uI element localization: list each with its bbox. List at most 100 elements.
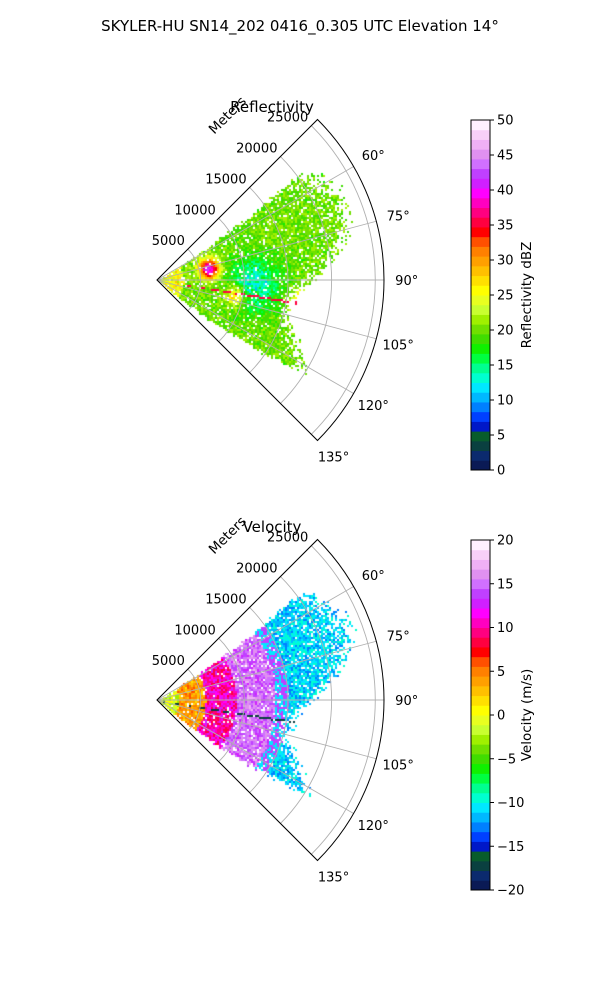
azimuth-tick-label: 120°: [358, 819, 389, 834]
panel-title: Velocity: [243, 518, 302, 536]
range-tick-label: 25000: [267, 531, 308, 546]
colorbar-segment: [471, 217, 490, 228]
azimuth-tick-label: 135°: [318, 871, 349, 886]
colorbar-tick-label: 10: [497, 621, 514, 636]
colorbar-segment: [471, 851, 490, 862]
figure-title: SKYLER-HU SN14_202 0416_0.305 UTC Elevat…: [101, 17, 499, 36]
colorbar-tick-label: 40: [497, 184, 514, 199]
colorbar-segment: [471, 460, 490, 471]
colorbar-tick-label: 20: [497, 534, 514, 549]
colorbar-segment: [471, 598, 490, 609]
colorbar-segment: [471, 715, 490, 726]
azimuth-tick-label: 135°: [318, 451, 349, 466]
colorbar-segment: [471, 275, 490, 286]
colorbar-segment: [471, 559, 490, 570]
azimuth-spoke: [156, 699, 354, 814]
reflectivity-panel: 5000 10000 15000 20000 25000 60° 75° 90° 105° 120…: [152, 51, 600, 509]
colorbar-segment: [471, 627, 490, 638]
colorbar-segment: [471, 392, 490, 403]
azimuth-tick-label: 60°: [362, 569, 385, 584]
colorbar-segment: [471, 676, 490, 687]
colorbar-segment: [471, 236, 490, 247]
colorbar-segment: [471, 440, 490, 452]
azimuth-spoke: [156, 699, 377, 760]
range-tick-label: 5000: [152, 234, 185, 249]
colorbar-tick-label: −15: [497, 840, 524, 855]
colorbar-tick-label: 15: [497, 577, 514, 592]
azimuth-spoke: [156, 220, 377, 281]
colorbar-segment: [471, 178, 490, 189]
azimuth-tick-label: 120°: [358, 399, 389, 414]
azimuth-spoke: [156, 586, 354, 701]
colorbar-tick-label: −5: [497, 752, 516, 767]
colorbar-segment: [471, 226, 490, 238]
colorbar-segment: [471, 168, 490, 179]
range-tick-label: 15000: [205, 172, 246, 187]
colorbar-segment: [471, 158, 490, 170]
colorbar-segment: [471, 763, 490, 774]
colorbar-segment: [471, 860, 490, 872]
azimuth-tick-label: 75°: [387, 629, 410, 644]
colorbar-segment: [471, 783, 490, 794]
colorbar-tick-label: 15: [497, 359, 514, 374]
range-tick-label: 15000: [205, 592, 246, 607]
velocity-panel: 5000 10000 15000 20000 25000 60° 75° 90° 105° 120…: [152, 471, 600, 929]
colorbar-segment: [471, 382, 490, 393]
azimuth-spoke: [156, 279, 354, 394]
colorbar-segment: [471, 343, 490, 354]
colorbar-segment: [471, 705, 490, 716]
colorbar-segment: [471, 617, 490, 628]
colorbar-tick-label: −10: [497, 796, 524, 811]
colorbar-label: Velocity (m/s): [519, 669, 535, 762]
colorbar-segment: [471, 821, 490, 833]
colorbar-tick-label: 10: [497, 394, 514, 409]
colorbar-segment: [471, 363, 490, 374]
sector-frame: [156, 538, 385, 862]
colorbar-segment: [471, 265, 490, 277]
panel-title: Reflectivity: [230, 98, 314, 116]
colorbar-segment: [471, 656, 490, 667]
colorbar-segment: [471, 831, 490, 842]
colorbar-tick-label: 5: [497, 665, 505, 680]
colorbar-segment: [471, 773, 490, 784]
colorbar-segment: [471, 197, 490, 208]
azimuth-spoke: [156, 279, 377, 340]
colorbar-segment: [471, 802, 490, 813]
colorbar-segment: [471, 314, 490, 325]
colorbar-segment: [471, 207, 490, 218]
colorbar-segment: [471, 304, 490, 315]
colorbar-tick-label: 45: [497, 149, 514, 164]
colorbar-segment: [471, 880, 490, 891]
range-tick-label: 5000: [152, 654, 185, 669]
azimuth-tick-label: 90°: [395, 274, 418, 289]
range-tick-label: 25000: [267, 111, 308, 126]
colorbar-segment: [471, 569, 490, 580]
azimuth-spoke: [156, 640, 377, 701]
azimuth-tick-label: 105°: [383, 759, 414, 774]
colorbar-segment: [471, 744, 490, 755]
colorbar-tick-label: 25: [497, 289, 514, 304]
colorbar-segment: [471, 431, 490, 442]
colorbar-tick-label: 20: [497, 324, 514, 339]
colorbar-segment: [471, 411, 490, 422]
azimuth-tick-label: 75°: [387, 209, 410, 224]
colorbar-label: Reflectivity dBZ: [519, 242, 535, 349]
colorbar-segment: [471, 129, 490, 140]
colorbar-tick-label: 50: [497, 114, 514, 129]
colorbar-segment: [471, 685, 490, 697]
colorbar-segment: [471, 734, 490, 745]
colorbar-segment: [471, 695, 490, 706]
colorbar-segment: [471, 372, 490, 383]
colorbar-segment: [471, 333, 490, 345]
range-tick-label: 10000: [174, 203, 215, 218]
colorbar-segment: [471, 246, 490, 257]
colorbar-segment: [471, 256, 490, 267]
colorbar-segment: [471, 139, 490, 150]
colorbar-segment: [471, 120, 490, 131]
colorbar-segment: [471, 540, 490, 551]
radar-panels: 5000 10000 15000 20000 25000 60° 75° 90° 105° 120…: [152, 51, 600, 929]
colorbar-segment: [471, 188, 490, 199]
sector-frame: [156, 118, 385, 442]
colorbar-segment: [471, 792, 490, 803]
